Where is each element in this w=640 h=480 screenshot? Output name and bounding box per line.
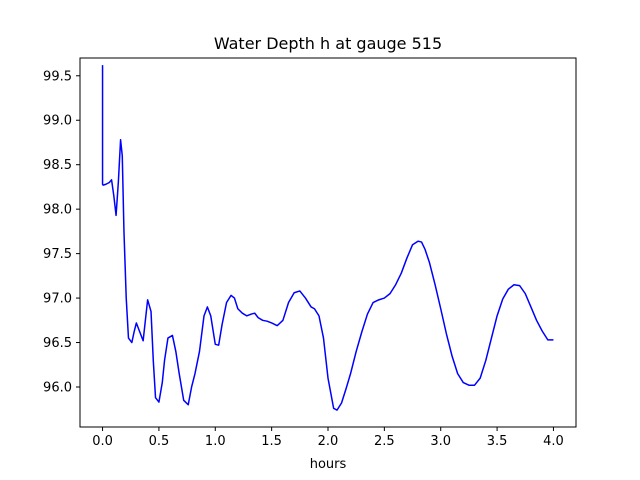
x-tick-label: 3.5 xyxy=(487,434,508,449)
y-tick-label: 97.0 xyxy=(43,292,72,307)
x-axis-label: hours xyxy=(310,457,347,472)
x-tick-label: 0.0 xyxy=(92,434,113,449)
x-tick-label: 1.5 xyxy=(261,434,282,449)
y-tick-label: 96.0 xyxy=(43,380,72,395)
y-axis: 96.0 96.5 97.0 97.5 98.0 98.5 99.0 99.5 xyxy=(43,69,80,395)
x-axis: 0.0 0.5 1.0 1.5 2.0 2.5 3.0 3.5 4.0 xyxy=(92,427,564,449)
chart-title: Water Depth h at gauge 515 xyxy=(214,34,442,53)
x-tick-label: 1.0 xyxy=(205,434,226,449)
y-tick-label: 99.0 xyxy=(43,114,72,129)
y-tick-label: 98.5 xyxy=(43,158,72,173)
y-tick-label: 97.5 xyxy=(43,247,72,262)
series-line-0 xyxy=(101,65,554,411)
y-tick-label: 96.5 xyxy=(43,336,72,351)
x-tick-label: 2.5 xyxy=(374,434,395,449)
x-tick-label: 4.0 xyxy=(543,434,564,449)
y-tick-label: 98.0 xyxy=(43,203,72,218)
series-layer xyxy=(101,65,554,411)
x-tick-label: 0.5 xyxy=(149,434,170,449)
x-tick-label: 3.0 xyxy=(430,434,451,449)
y-tick-label: 99.5 xyxy=(43,69,72,84)
x-tick-label: 2.0 xyxy=(318,434,339,449)
